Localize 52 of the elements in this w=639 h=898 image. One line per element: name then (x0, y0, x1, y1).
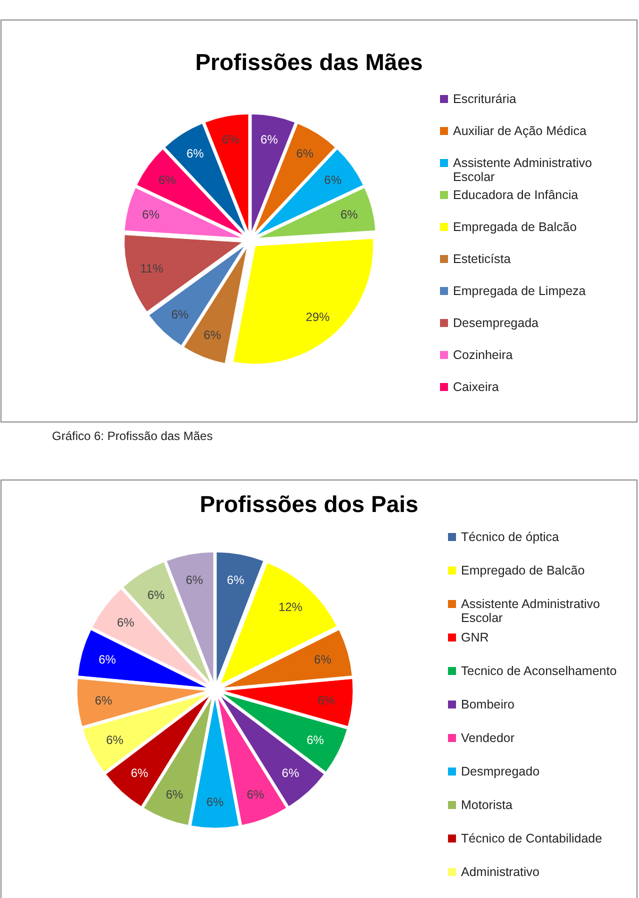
data-label: 6% (296, 146, 314, 161)
data-label: 6% (158, 172, 176, 187)
legend-label: Técnico de óptica (461, 530, 560, 544)
data-label: 6% (94, 693, 112, 708)
legend-label: Motorista (461, 798, 512, 812)
data-label: 6% (246, 787, 264, 802)
data-label: 6% (186, 572, 204, 587)
legend-label: Assistente Administrativo Escolar (453, 156, 592, 184)
data-label: 11% (140, 262, 164, 276)
data-label: 6% (340, 208, 358, 222)
data-label: 6% (222, 132, 240, 146)
data-label: 6% (106, 732, 124, 747)
data-label: 6% (318, 693, 336, 708)
legend-label: Desempregada (453, 316, 539, 330)
data-label: 6% (206, 795, 224, 809)
data-label: 6% (324, 172, 342, 187)
legend-label: Tecnico de Aconselhamento (461, 664, 617, 678)
chart-title: Profissões dos Pais (200, 491, 418, 517)
legend-label: Empregada de Limpeza (453, 284, 586, 298)
legend-label: Bombeiro (461, 698, 515, 712)
data-label: 6% (142, 208, 160, 222)
legend-label: Vendedor (461, 731, 515, 745)
data-label: 6% (166, 787, 184, 802)
legend-label: Empregado de Balcão (461, 564, 585, 578)
data-label: 6% (306, 732, 324, 747)
legend-label: Cozinheira (453, 348, 513, 362)
data-label: 6% (186, 146, 204, 161)
data-label: 6% (260, 132, 278, 146)
legend-label: Caixeira (453, 380, 499, 394)
data-label: 6% (204, 328, 222, 342)
legend-label: Desmpregado (461, 764, 540, 778)
legend-label: Escriturária (453, 92, 516, 106)
data-label: 12% (278, 600, 303, 614)
data-label: 6% (282, 766, 300, 780)
legend-label: Técnico de Contabilidade (461, 832, 602, 846)
data-label: 6% (171, 308, 189, 322)
text: Gráfico 6: Profissão das Mães (52, 429, 213, 443)
legend-label: Educadora de Infância (453, 188, 578, 202)
legend-label: Administrativo (461, 865, 540, 879)
legend-label: Auxiliar de Ação Médica (453, 124, 586, 138)
legend-label: Esteticísta (453, 252, 511, 266)
data-label: 6% (98, 652, 116, 666)
data-label: 6% (314, 652, 332, 666)
data-label: 6% (226, 572, 245, 587)
legend-label: Assistente Administrativo Escolar (461, 597, 600, 625)
data-label: 29% (306, 310, 330, 324)
legend-label: GNR (461, 630, 489, 644)
data-label: 6% (147, 588, 166, 602)
data-label: 6% (116, 616, 135, 630)
legend-label: Empregada de Balcão (453, 220, 577, 234)
chart-title: Profissões das Mães (195, 49, 423, 75)
data-label: 6% (130, 766, 149, 780)
